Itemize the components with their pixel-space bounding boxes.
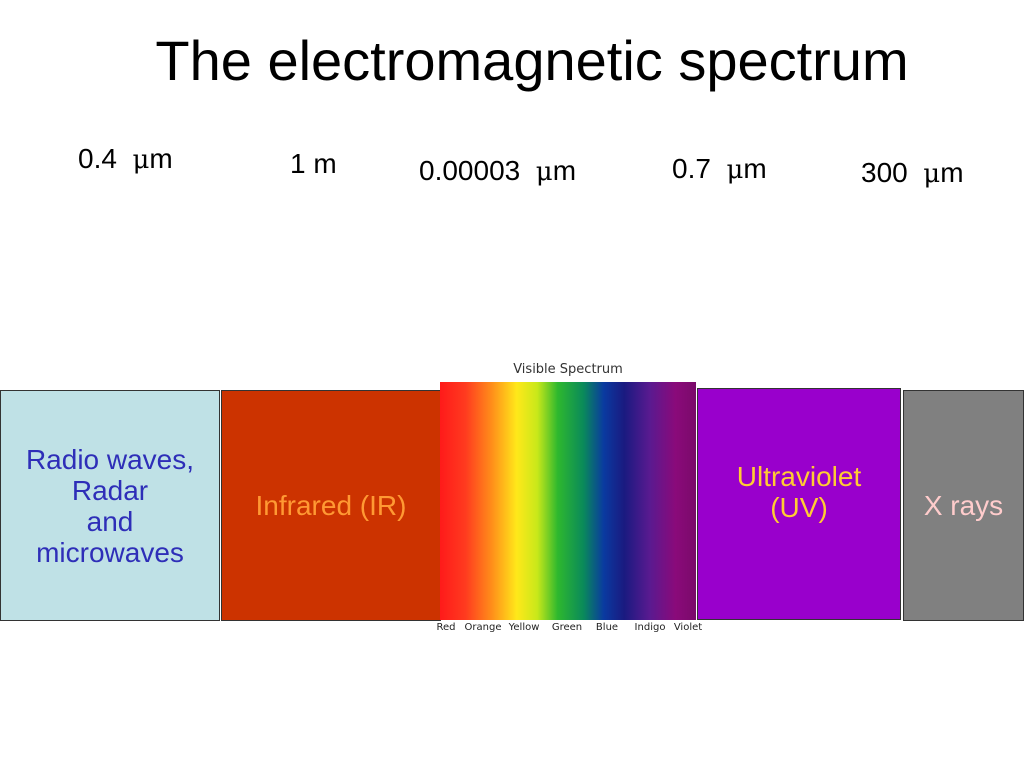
color-label-green: Green: [551, 622, 583, 633]
color-label-blue: Blue: [595, 622, 619, 633]
wavelength-label-1: 1 m: [290, 148, 337, 179]
visible-spectrum-caption: Visible Spectrum: [513, 362, 623, 377]
color-label-violet: Violet: [673, 622, 703, 633]
band-xrays: X rays: [903, 390, 1024, 621]
band-ultraviolet-label: Ultraviolet (UV): [736, 461, 862, 523]
wavelength-label-2: 0.00003 μm: [419, 155, 577, 187]
visible-spectrum-bar: [440, 382, 696, 620]
band-infrared-label: Infrared (IR): [255, 490, 407, 521]
wavelength-label-3: 0.7 μm: [672, 153, 767, 185]
band-ultraviolet: Ultraviolet (UV): [697, 388, 901, 620]
band-xrays-label: X rays: [923, 490, 1004, 521]
color-label-yellow: Yellow: [508, 622, 540, 633]
band-radio: Radio waves, Radar and microwaves: [0, 390, 220, 621]
color-label-indigo: Indigo: [634, 622, 666, 633]
visible-spectrum-fill: [440, 382, 696, 620]
page-title: The electromagnetic spectrum: [155, 29, 909, 92]
color-label-orange: Orange: [464, 622, 502, 633]
band-infrared: Infrared (IR): [221, 390, 441, 621]
color-label-red: Red: [436, 622, 456, 633]
visible-spectrum-color-labels: Red Orange Yellow Green Blue Indigo Viol…: [432, 622, 704, 638]
band-radio-label: Radio waves, Radar and microwaves: [25, 443, 195, 568]
wavelength-label-0: 0.4 μm: [78, 143, 173, 175]
wavelength-label-4: 300 μm: [861, 157, 964, 189]
visible-spectrum-gradient: [440, 382, 696, 620]
